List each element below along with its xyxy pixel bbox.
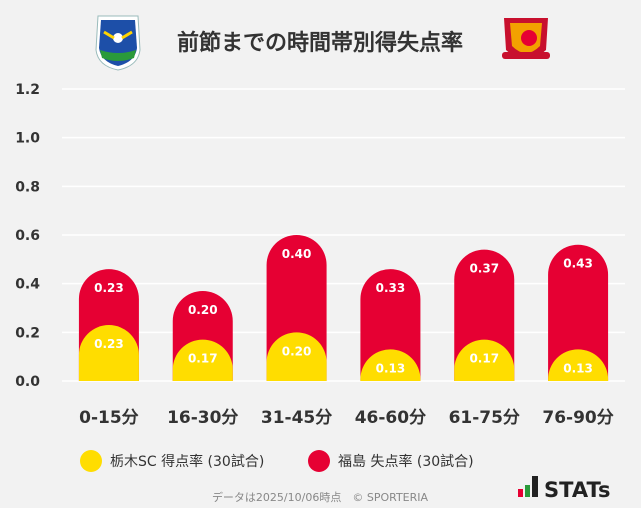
y-tick-label: 0.6 xyxy=(15,228,40,244)
y-tick-label: 0.0 xyxy=(15,374,40,390)
data-label-home: 0.13 xyxy=(376,361,406,375)
away-logo xyxy=(502,18,550,59)
data-label-home: 0.20 xyxy=(282,344,312,358)
data-label-away: 0.33 xyxy=(376,281,406,295)
y-tick-label: 1.0 xyxy=(15,131,40,147)
data-label-home: 0.17 xyxy=(469,352,499,366)
bar-home-segment xyxy=(78,325,139,381)
chart-title: 前節までの時間帯別得失点率 xyxy=(177,30,463,56)
footer-note: データは2025/10/06時点 © SPORTERIA xyxy=(212,490,429,504)
y-tick-label: 0.8 xyxy=(15,179,40,195)
x-tick-label: 46-60分 xyxy=(355,408,426,428)
bar-away-segment xyxy=(360,269,421,381)
legend-swatch-home xyxy=(80,450,102,472)
legend-label-home: 栃木SC 得点率 (30試合) xyxy=(110,453,264,470)
legend: 栃木SC 得点率 (30試合) 福島 失点率 (30試合) xyxy=(80,450,474,472)
stats-logo: STATs xyxy=(518,476,610,502)
data-label-home: 0.13 xyxy=(563,361,593,375)
data-label-home: 0.17 xyxy=(188,352,218,366)
bar-home-segment xyxy=(548,349,609,381)
data-label-away: 0.23 xyxy=(94,281,124,295)
bar-away-segment xyxy=(548,244,609,381)
legend-label-away: 福島 失点率 (30試合) xyxy=(338,453,474,470)
data-label-away: 0.40 xyxy=(282,247,312,261)
y-tick-label: 0.4 xyxy=(15,277,40,293)
x-tick-label: 0-15分 xyxy=(79,408,139,428)
data-label-home: 0.23 xyxy=(94,337,124,351)
bar-home-segment xyxy=(454,339,515,381)
x-tick-label: 31-45分 xyxy=(261,408,332,428)
legend-swatch-away xyxy=(308,450,330,472)
home-logo xyxy=(95,15,141,71)
data-label-away: 0.37 xyxy=(469,262,499,276)
x-tick-label: 76-90分 xyxy=(542,408,613,428)
bar-home-segment xyxy=(172,339,233,381)
x-tick-label: 61-75分 xyxy=(449,408,520,428)
bar-home-segment xyxy=(360,349,421,381)
stats-brand: STATs xyxy=(544,478,610,502)
x-tick-label: 16-30分 xyxy=(167,408,238,428)
y-tick-label: 0.2 xyxy=(15,325,40,341)
data-label-away: 0.20 xyxy=(188,303,218,317)
bar-home-segment xyxy=(266,332,327,381)
y-tick-label: 1.2 xyxy=(15,82,40,98)
data-label-away: 0.43 xyxy=(563,257,593,271)
